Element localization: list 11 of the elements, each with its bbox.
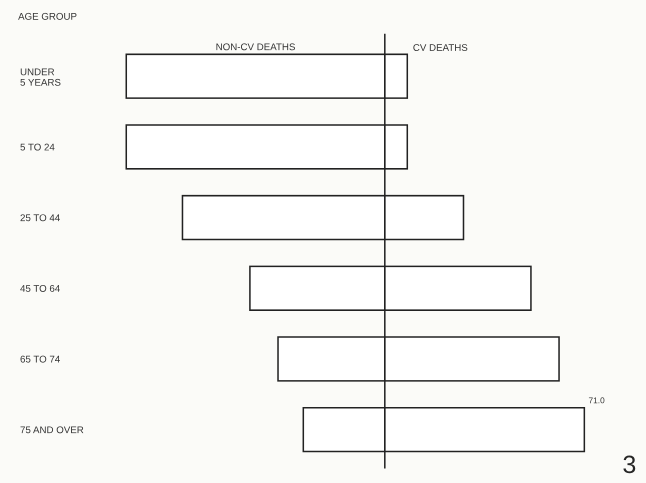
text: 3 [623, 456, 636, 474]
y-tick-label: 65 TO 74 [20, 356, 60, 363]
y-tick-label: 25 TO 44 [20, 214, 60, 222]
data-label: 71.0 [588, 397, 604, 404]
y-tick-label: 45 TO 64 [20, 285, 60, 292]
y-axis-title: AGE GROUP [18, 12, 76, 20]
y-tick-label: 75 AND OVER [20, 426, 84, 434]
y-tick-label: UNDER 5 YEARS [20, 68, 60, 86]
series-label: NON-CV DEATHS [216, 43, 295, 50]
series-label: CV DEATHS [413, 44, 468, 51]
y-tick-label: 5 TO 24 [20, 144, 55, 151]
